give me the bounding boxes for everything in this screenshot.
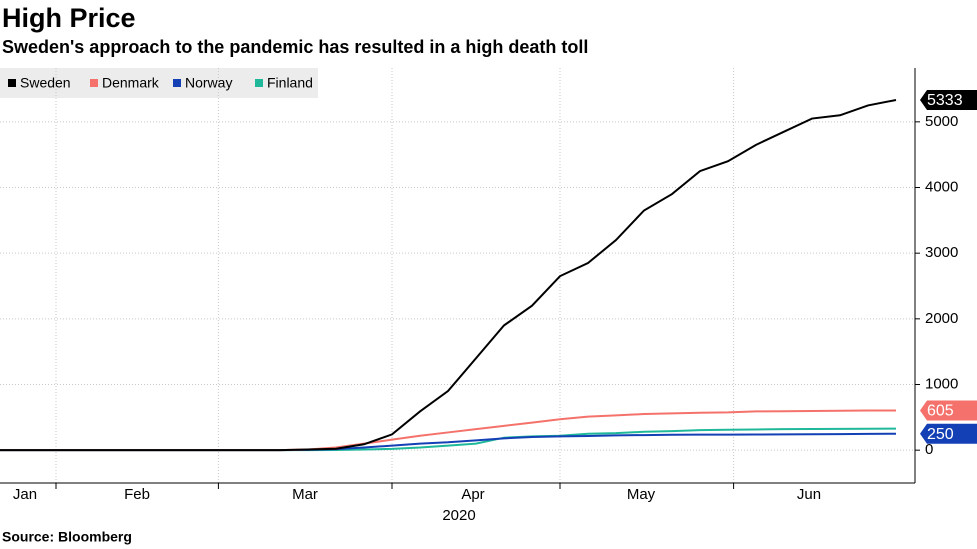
chart-subtitle: Sweden's approach to the pandemic has re… <box>2 37 588 57</box>
legend-swatch <box>255 79 263 87</box>
legend-label: Sweden <box>20 75 71 91</box>
x-tick-label: Apr <box>461 486 484 503</box>
series-line <box>0 98 897 452</box>
legend-label: Denmark <box>102 75 160 91</box>
end-label-tag <box>920 400 977 421</box>
legend-bg <box>0 68 318 98</box>
y-tick-label: 0 <box>925 441 933 458</box>
end-label: 5333 <box>927 92 963 109</box>
end-label: 250 <box>927 426 954 443</box>
y-tick-label: 2000 <box>925 310 958 327</box>
legend-swatch <box>8 79 16 87</box>
end-label-tag <box>920 423 977 444</box>
series-line <box>0 432 897 452</box>
x-tick-label: Jan <box>13 486 37 503</box>
x-tick-label: Jun <box>797 486 821 503</box>
y-tick-label: 1000 <box>925 375 958 392</box>
legend-swatch <box>173 79 181 87</box>
legend-label: Finland <box>267 75 313 91</box>
chart-title: High Price <box>2 3 136 33</box>
end-label-tag <box>920 89 977 110</box>
x-tick-label: May <box>627 486 656 503</box>
y-tick-label: 5000 <box>925 113 958 130</box>
y-tick-label: 4000 <box>925 178 958 195</box>
x-tick-label: Feb <box>124 486 150 503</box>
year-label: 2020 <box>442 507 475 524</box>
legend-swatch <box>90 79 98 87</box>
source: Source: Bloomberg <box>2 529 132 545</box>
x-tick-label: Mar <box>292 486 318 503</box>
y-tick-label: 3000 <box>925 244 958 261</box>
end-label: 605 <box>927 403 954 420</box>
legend-label: Norway <box>185 75 232 91</box>
